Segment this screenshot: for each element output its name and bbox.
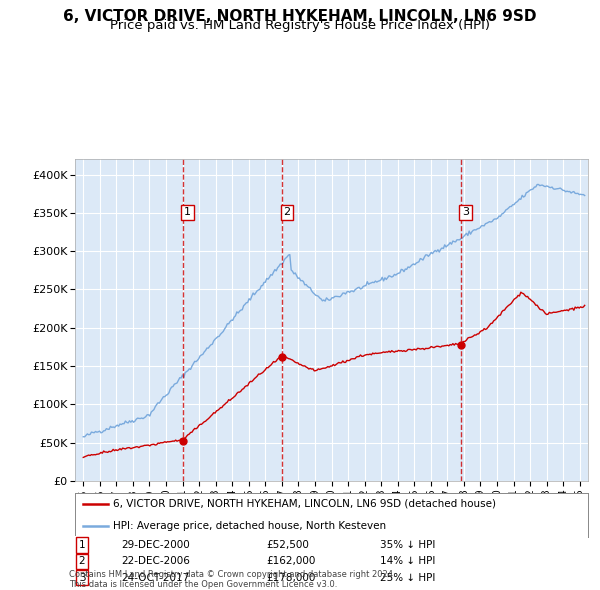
Text: 6, VICTOR DRIVE, NORTH HYKEHAM, LINCOLN, LN6 9SD (detached house): 6, VICTOR DRIVE, NORTH HYKEHAM, LINCOLN,…: [113, 499, 496, 509]
Text: 3: 3: [79, 573, 85, 583]
Text: Contains HM Land Registry data © Crown copyright and database right 2024.
This d: Contains HM Land Registry data © Crown c…: [69, 570, 395, 589]
Text: 2: 2: [284, 207, 290, 217]
Text: 24-OCT-2017: 24-OCT-2017: [121, 573, 189, 583]
Text: 6, VICTOR DRIVE, NORTH HYKEHAM, LINCOLN, LN6 9SD: 6, VICTOR DRIVE, NORTH HYKEHAM, LINCOLN,…: [63, 9, 537, 24]
Text: Price paid vs. HM Land Registry's House Price Index (HPI): Price paid vs. HM Land Registry's House …: [110, 19, 490, 32]
Text: 1: 1: [79, 540, 85, 550]
Text: 25% ↓ HPI: 25% ↓ HPI: [380, 573, 436, 583]
Text: 3: 3: [462, 207, 469, 217]
Text: 14% ↓ HPI: 14% ↓ HPI: [380, 556, 436, 566]
Text: HPI: Average price, detached house, North Kesteven: HPI: Average price, detached house, Nort…: [113, 521, 386, 531]
Text: £178,000: £178,000: [266, 573, 316, 583]
Text: 2: 2: [79, 556, 85, 566]
Text: £162,000: £162,000: [266, 556, 316, 566]
Text: 35% ↓ HPI: 35% ↓ HPI: [380, 540, 436, 550]
Text: 1: 1: [184, 207, 191, 217]
Text: 29-DEC-2000: 29-DEC-2000: [121, 540, 190, 550]
Text: 22-DEC-2006: 22-DEC-2006: [121, 556, 190, 566]
Text: £52,500: £52,500: [266, 540, 309, 550]
